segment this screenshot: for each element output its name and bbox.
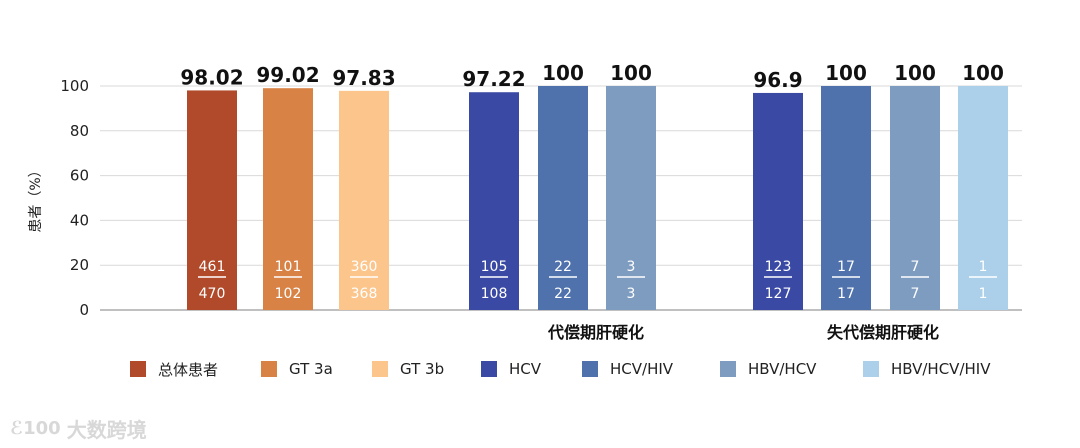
y-tick-label: 0: [79, 301, 89, 319]
bar-value-label: 97.22: [462, 67, 525, 91]
y-tick-label: 40: [70, 211, 89, 229]
bar: [753, 92, 803, 310]
watermark: ℰ100 大数跨境: [10, 414, 147, 443]
legend-label: HCV: [509, 360, 542, 378]
bar-value-label: 97.83: [332, 66, 395, 90]
bar-denominator-label: 470: [199, 286, 226, 302]
bar-numerator-label: 123: [765, 259, 792, 275]
bar-denominator-label: 127: [765, 286, 792, 302]
legend-item: GT 3a: [261, 354, 333, 384]
group-label: 失代偿期肝硬化: [827, 323, 939, 342]
y-axis-label: 患者（%）: [28, 163, 44, 232]
bar: [339, 90, 389, 310]
legend-label: GT 3b: [400, 360, 445, 378]
legend-item: 总体患者: [130, 354, 218, 384]
bar-numerator-label: 101: [275, 259, 302, 275]
y-tick-label: 20: [70, 256, 89, 274]
legend-item: HBV/HCV/HIV: [863, 354, 990, 384]
y-tick-label: 80: [70, 122, 89, 140]
chart-legend: 总体患者 GT 3a GT 3b HCV HCV/HIV HBV/HCV HBV/HCV/H…: [0, 354, 1080, 384]
legend-item: HBV/HCV: [720, 354, 816, 384]
legend-label: HBV/HCV/HIV: [891, 360, 991, 378]
legend-swatch: [582, 361, 598, 377]
bar-numerator-label: 1: [979, 259, 988, 275]
bar-denominator-label: 7: [911, 286, 920, 302]
bar-value-label: 100: [894, 61, 936, 85]
legend-swatch: [863, 361, 879, 377]
bar: [606, 86, 656, 310]
legend-label: GT 3a: [289, 360, 333, 378]
bar-numerator-label: 22: [554, 259, 572, 275]
bar-numerator-label: 7: [911, 259, 920, 275]
y-tick-label: 60: [70, 167, 89, 185]
legend-item: HCV/HIV: [582, 354, 673, 384]
bar-denominator-label: 368: [351, 286, 378, 302]
legend-item: HCV: [481, 354, 541, 384]
watermark-logo: ℰ100: [10, 418, 61, 439]
bar-denominator-label: 17: [837, 286, 855, 302]
bar-denominator-label: 3: [627, 286, 636, 302]
legend-swatch: [372, 361, 388, 377]
legend-swatch: [261, 361, 277, 377]
bar-denominator-label: 1: [979, 286, 988, 302]
legend-label: HCV/HIV: [610, 360, 674, 378]
bar-value-label: 100: [542, 61, 584, 85]
legend-swatch: [130, 361, 146, 377]
bar-value-label: 100: [962, 61, 1004, 85]
legend-label: HBV/HCV: [748, 360, 817, 378]
bar-numerator-label: 360: [351, 259, 378, 275]
legend-swatch: [481, 361, 497, 377]
bar-chart: 0 20 40 60 80 100 患者（%） 98.02 461 470 99.02 101 102 9…: [28, 61, 1022, 342]
bar-value-label: 100: [610, 61, 652, 85]
bar-numerator-label: 461: [199, 259, 226, 275]
y-tick-label: 100: [60, 77, 89, 95]
watermark-text: 大数跨境: [66, 418, 147, 442]
bar: [263, 88, 313, 311]
bar-denominator-label: 108: [481, 286, 508, 302]
group-label: 代偿期肝硬化: [547, 323, 644, 342]
bar-value-label: 96.9: [753, 68, 802, 92]
bar-value-label: 100: [825, 61, 867, 85]
bar: [958, 86, 1008, 310]
bar-denominator-label: 102: [275, 286, 302, 302]
legend-label: 总体患者: [158, 360, 219, 379]
bar: [469, 92, 519, 310]
bar-value-label: 98.02: [180, 65, 243, 89]
bar: [187, 90, 237, 310]
bar: [821, 86, 871, 310]
bar: [538, 86, 588, 310]
bar-denominator-label: 22: [554, 286, 572, 302]
legend-item: GT 3b: [372, 354, 444, 384]
bar-numerator-label: 105: [481, 259, 508, 275]
bar-numerator-label: 17: [837, 259, 855, 275]
bar-value-label: 99.02: [256, 63, 319, 87]
legend-swatch: [720, 361, 736, 377]
bar: [890, 86, 940, 310]
bar-numerator-label: 3: [627, 259, 636, 275]
